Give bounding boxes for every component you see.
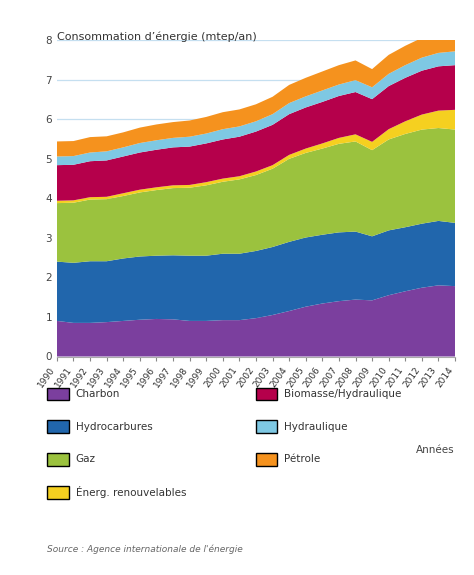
Text: Source : Agence internationale de l'énergie: Source : Agence internationale de l'éner… [47,545,243,554]
Text: Gaz: Gaz [76,454,96,465]
Text: Pétrole: Pétrole [284,454,320,465]
Text: Hydraulique: Hydraulique [284,421,348,432]
Text: Hydrocarbures: Hydrocarbures [76,421,153,432]
Text: Consommation d’énergie (mtep/an): Consommation d’énergie (mtep/an) [57,32,256,42]
Text: Énerg. renouvelables: Énerg. renouvelables [76,486,186,498]
Text: Charbon: Charbon [76,389,120,399]
Text: Biomasse/Hydraulique: Biomasse/Hydraulique [284,389,402,399]
Text: Années: Années [417,445,455,455]
